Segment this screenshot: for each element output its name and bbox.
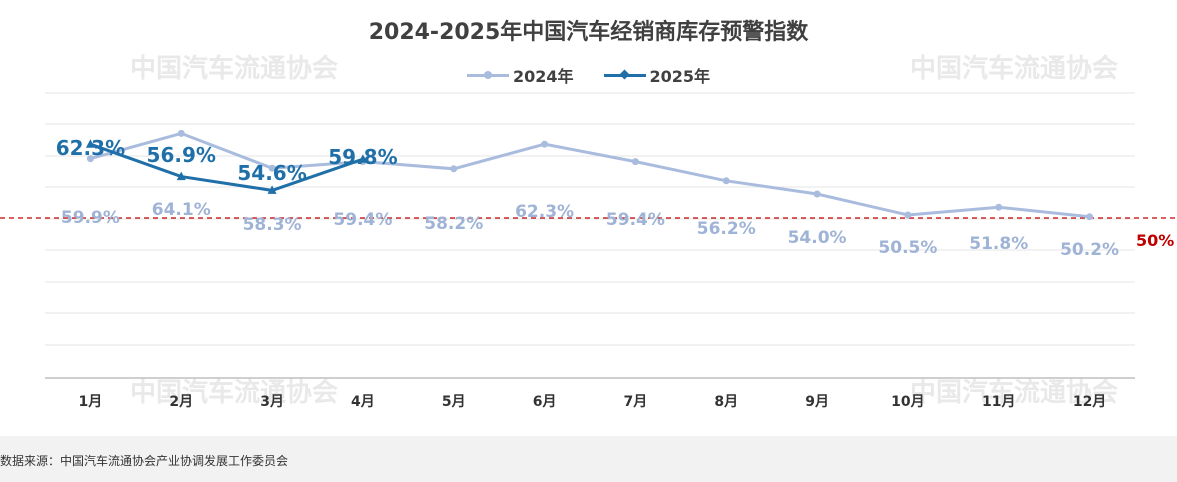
legend-item-2024: 2024年: [466, 63, 574, 87]
data-point-2025: [267, 185, 277, 194]
data-label-2025: 59.8%: [328, 145, 397, 169]
data-point-2024: [268, 164, 276, 172]
x-tick-label: 10月: [891, 394, 924, 410]
x-tick-label: 6月: [533, 394, 557, 410]
data-label-2024: 54.0%: [788, 228, 847, 248]
data-point-2024: [904, 211, 912, 219]
legend-item-2025: 2025年: [603, 63, 711, 87]
x-tick-label: 1月: [79, 394, 103, 410]
chart-legend: 2024年 2025年: [0, 63, 1177, 87]
legend-swatch-2025: [603, 68, 646, 82]
x-tick-label: 7月: [624, 394, 648, 410]
line-chart: 50% 1月 2月 3月 4月 5月 6月 7月 8月 9月 10月 11月 12月 59.9% 64.1%…: [0, 92, 1177, 410]
data-label-2024: 50.5%: [878, 238, 937, 258]
data-point-2024: [1086, 213, 1094, 221]
data-label-2024: 59.4%: [606, 210, 665, 230]
data-point-2024: [86, 155, 94, 163]
footer: 数据来源：中国汽车流通协会产业协调发展工作委员会: [0, 436, 1177, 482]
data-point-2024: [813, 190, 821, 198]
data-label-2025: 54.6%: [237, 161, 306, 185]
legend-label-2024: 2024年: [512, 67, 574, 86]
data-point-2024: [177, 129, 185, 137]
data-point-2024: [541, 140, 549, 148]
data-label-2024: 59.9%: [61, 208, 120, 228]
data-label-2024: 56.2%: [697, 219, 756, 239]
x-tick-label: 3月: [260, 394, 284, 410]
data-label-2025: 62.3%: [56, 136, 125, 160]
legend-swatch-2024: [466, 68, 509, 82]
x-tick-label: 4月: [351, 394, 375, 410]
source-note: 数据来源：中国汽车流通协会产业协调发展工作委员会: [0, 454, 289, 468]
data-point-2024: [722, 177, 730, 185]
data-label-2024: 64.1%: [152, 200, 211, 220]
legend-label-2025: 2025年: [649, 67, 711, 86]
data-label-2024: 58.2%: [424, 214, 483, 234]
x-tick-label: 2月: [169, 394, 193, 410]
x-tick-label: 12月: [1073, 394, 1106, 410]
data-point-2025: [85, 139, 95, 148]
chart-title: 2024-2025年中国汽车经销商库存预警指数: [368, 20, 809, 45]
data-label-2024: 59.4%: [333, 210, 392, 230]
x-tick-label: 9月: [805, 394, 829, 410]
reference-line-label: 50%: [1136, 231, 1174, 250]
series-line-2024: [90, 131, 1090, 219]
x-tick-label: 11月: [982, 394, 1015, 410]
data-point-2025: [176, 171, 186, 181]
data-label-2024: 58.3%: [243, 215, 302, 235]
x-tick-label: 8月: [714, 394, 738, 410]
x-tick-label: 5月: [442, 394, 466, 410]
data-point-2024: [450, 165, 458, 173]
data-point-2024: [631, 158, 639, 166]
data-point-2025: [358, 154, 368, 163]
data-label-2024: 50.2%: [1060, 240, 1119, 260]
data-label-2024: 62.3%: [515, 202, 574, 222]
series-line-2025: [89, 142, 364, 192]
data-point-2024: [995, 203, 1003, 211]
data-label-2024: 51.8%: [969, 234, 1028, 254]
data-label-2025: 56.9%: [147, 143, 216, 167]
